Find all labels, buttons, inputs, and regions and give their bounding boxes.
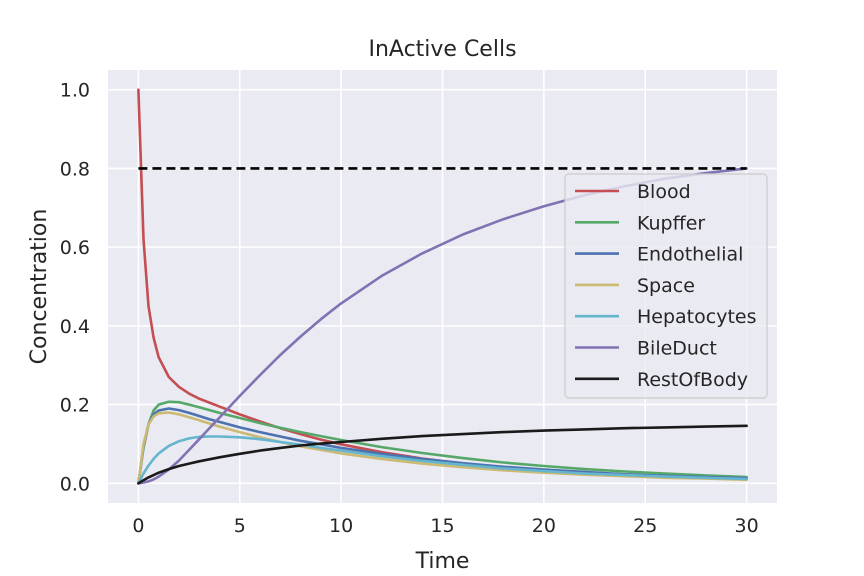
legend-label-space: Space: [637, 275, 695, 297]
y-tick-label: 0.4: [60, 316, 90, 338]
x-tick-label: 20: [532, 515, 556, 537]
legend-label-endothelial: Endothelial: [637, 244, 743, 266]
x-axis-label: Time: [415, 549, 470, 574]
y-tick-label: 1.0: [60, 80, 90, 102]
series-line-hepatocytes: [137, 435, 748, 485]
legend: Blood Kupffer Endothelial Space Hepatocytes B…: [564, 173, 768, 399]
series-line-restofbody: [137, 424, 748, 485]
series-line-endothelial: [137, 407, 748, 485]
legend-label-restofbody: RestOfBody: [637, 369, 748, 391]
legend-label-hepatocytes: Hepatocytes: [637, 306, 756, 328]
y-tick-label: 0.8: [60, 158, 90, 180]
y-axis-label: Concentration: [27, 209, 52, 365]
x-tick-label: 25: [633, 515, 657, 537]
legend-box: [564, 173, 768, 399]
legend-label-kupffer: Kupffer: [637, 212, 705, 234]
chart-title: InActive Cells: [368, 37, 516, 62]
series-line-kupffer: [137, 400, 748, 485]
x-tick-label: 30: [734, 515, 758, 537]
legend-label-bileduct: BileDuct: [637, 338, 717, 360]
y-tick-label: 0.0: [60, 473, 90, 495]
x-tick-label: 10: [329, 515, 353, 537]
x-tick-label: 15: [430, 515, 454, 537]
y-tick-label: 0.2: [60, 395, 90, 417]
tick-labels: 0 5 10 15 20 25 30 0.0 0.2 0.4 0.6 0.8 1.0: [60, 80, 759, 537]
x-tick-label: 5: [234, 515, 246, 537]
y-tick-label: 0.6: [60, 237, 90, 259]
legend-label-blood: Blood: [637, 181, 691, 203]
x-tick-label: 0: [132, 515, 144, 537]
